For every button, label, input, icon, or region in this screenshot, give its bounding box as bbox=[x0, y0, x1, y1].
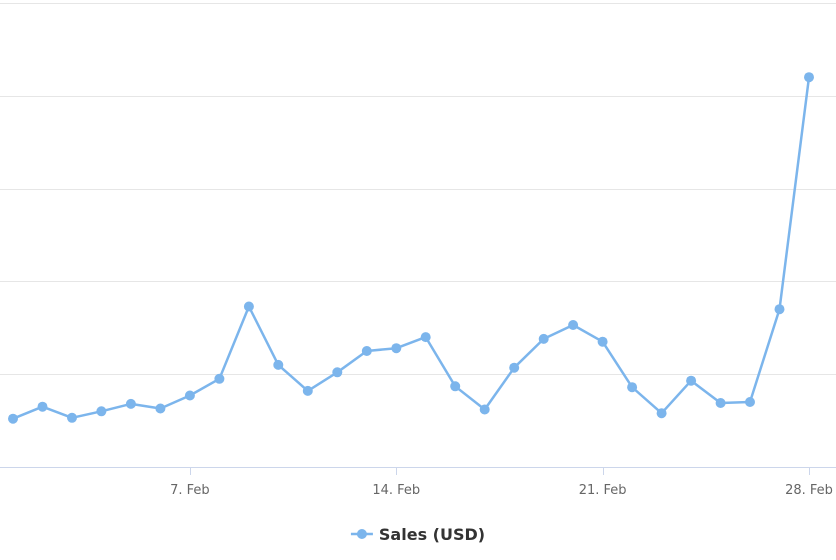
data-point[interactable] bbox=[96, 406, 107, 417]
x-tick-label: 21. Feb bbox=[579, 483, 627, 498]
data-point[interactable] bbox=[450, 381, 461, 392]
x-axis: 7. Feb 14. Feb 21. Feb 28. Feb bbox=[170, 467, 833, 498]
data-point[interactable] bbox=[627, 382, 638, 393]
data-point[interactable] bbox=[332, 367, 343, 378]
data-point[interactable] bbox=[538, 333, 549, 344]
data-point[interactable] bbox=[774, 304, 785, 315]
x-tick-label: 14. Feb bbox=[372, 483, 420, 498]
series-line[interactable] bbox=[11, 75, 811, 420]
data-point[interactable] bbox=[568, 320, 579, 330]
data-point[interactable] bbox=[125, 398, 136, 409]
data-point[interactable] bbox=[391, 343, 402, 354]
data-point[interactable] bbox=[273, 359, 284, 370]
series-group bbox=[8, 72, 814, 424]
data-point[interactable] bbox=[184, 390, 195, 401]
data-point[interactable] bbox=[597, 336, 608, 347]
data-point[interactable] bbox=[8, 413, 18, 424]
data-point[interactable] bbox=[214, 373, 225, 384]
data-point[interactable] bbox=[361, 346, 372, 356]
data-point[interactable] bbox=[745, 397, 755, 407]
data-point[interactable] bbox=[715, 398, 726, 408]
x-tick-label: 7. Feb bbox=[170, 483, 210, 498]
data-point[interactable] bbox=[656, 408, 667, 419]
data-point[interactable] bbox=[804, 72, 814, 83]
data-point[interactable] bbox=[67, 412, 77, 423]
data-point[interactable] bbox=[509, 362, 520, 373]
legend[interactable]: Sales (USD) bbox=[350, 525, 485, 544]
data-point[interactable] bbox=[243, 301, 254, 312]
data-point[interactable] bbox=[686, 375, 697, 386]
x-tick-label: 28. Feb bbox=[785, 483, 833, 498]
data-point[interactable] bbox=[155, 403, 166, 414]
legend-series-label[interactable]: Sales (USD) bbox=[379, 525, 485, 544]
data-point[interactable] bbox=[302, 385, 313, 396]
data-point[interactable] bbox=[420, 332, 431, 343]
data-point[interactable] bbox=[479, 404, 490, 415]
data-point[interactable] bbox=[37, 401, 48, 412]
legend-series-marker-icon bbox=[356, 529, 367, 539]
y-gridlines bbox=[0, 3, 836, 468]
